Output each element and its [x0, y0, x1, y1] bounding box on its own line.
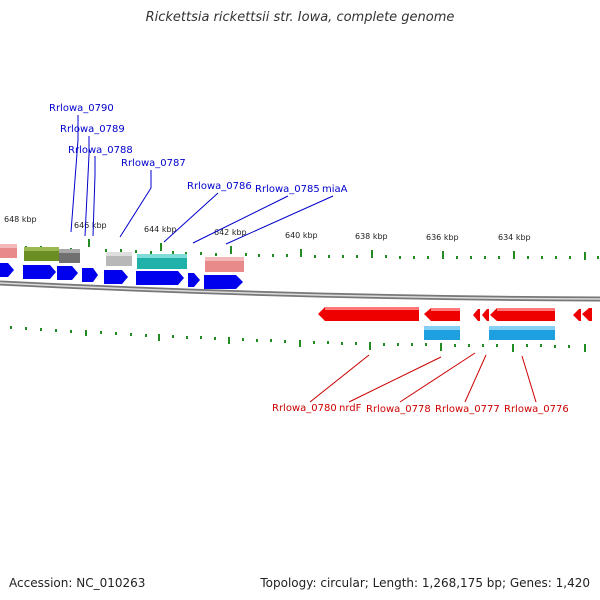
- scale-label-634: 634 kbp: [498, 233, 531, 242]
- cds-arrow[interactable]: [424, 308, 460, 321]
- gene-label-rrlowa-0789[interactable]: Rrlowa_0789: [60, 124, 125, 135]
- gene-label-rrlowa-0790[interactable]: Rrlowa_0790: [49, 103, 114, 114]
- scale-label-648: 648 kbp: [4, 215, 37, 224]
- cds-arrow[interactable]: [573, 309, 581, 321]
- cds-arrow[interactable]: [136, 271, 184, 285]
- reverse-cds-arrows: [318, 307, 592, 321]
- forward-gene-labels: Rrlowa_0790 Rrlowa_0789 Rrlowa_0788 Rrlo…: [49, 103, 348, 195]
- scale-label-638: 638 kbp: [355, 232, 388, 241]
- cds-arrow[interactable]: [188, 273, 200, 287]
- cds-arrow[interactable]: [582, 308, 592, 321]
- forward-cds-arrows: [0, 263, 243, 289]
- scale-label-646: 646 kbp: [74, 221, 107, 230]
- reverse-gene-labels: Rrlowa_0780 nrdF Rrlowa_0778 Rrlowa_0777…: [272, 403, 569, 415]
- gene-label-rrlowa-0777[interactable]: Rrlowa_0777: [435, 404, 500, 415]
- forward-features: [0, 244, 244, 272]
- gene-label-rrlowa-0778[interactable]: Rrlowa_0778: [366, 404, 431, 415]
- cds-arrow[interactable]: [482, 309, 489, 321]
- gene-label-miaa[interactable]: miaA: [322, 184, 348, 195]
- scale-label-644: 644 kbp: [144, 225, 177, 234]
- cds-arrow[interactable]: [490, 308, 555, 321]
- accession-label: Accession: NC_010263: [9, 576, 146, 590]
- cds-arrow[interactable]: [473, 309, 480, 321]
- gene-label-rrlowa-0787[interactable]: Rrlowa_0787: [121, 158, 186, 169]
- cds-arrow[interactable]: [82, 268, 98, 282]
- scale-label-636: 636 kbp: [426, 233, 459, 242]
- cds-arrow[interactable]: [0, 263, 14, 277]
- reverse-leaders: [309, 352, 537, 403]
- cds-arrow[interactable]: [23, 265, 56, 279]
- genome-title: Rickettsia rickettsii str. Iowa, complet…: [145, 10, 455, 25]
- scale-label-640: 640 kbp: [285, 231, 318, 240]
- gene-label-rrlowa-0776[interactable]: Rrlowa_0776: [504, 404, 569, 415]
- gene-label-rrlowa-0780[interactable]: Rrlowa_0780: [272, 403, 337, 414]
- upper-scale: [12, 239, 599, 260]
- gene-label-rrlowa-0786[interactable]: Rrlowa_0786: [187, 181, 252, 192]
- cds-arrow[interactable]: [57, 266, 78, 280]
- cds-arrow[interactable]: [104, 270, 128, 284]
- reverse-features: [424, 326, 555, 340]
- cds-arrow[interactable]: [204, 275, 243, 289]
- genome-summary: Topology: circular; Length: 1,268,175 bp…: [260, 576, 590, 590]
- cds-arrow[interactable]: [318, 307, 419, 321]
- forward-leaders: [70, 115, 334, 245]
- genome-backbone: [0, 280, 600, 302]
- lower-scale: [10, 326, 586, 352]
- gene-label-rrlowa-0788[interactable]: Rrlowa_0788: [68, 145, 133, 156]
- gene-label-nrdf[interactable]: nrdF: [339, 403, 362, 414]
- scale-label-642: 642 kbp: [214, 228, 247, 237]
- gene-label-rrlowa-0785[interactable]: Rrlowa_0785: [255, 184, 320, 195]
